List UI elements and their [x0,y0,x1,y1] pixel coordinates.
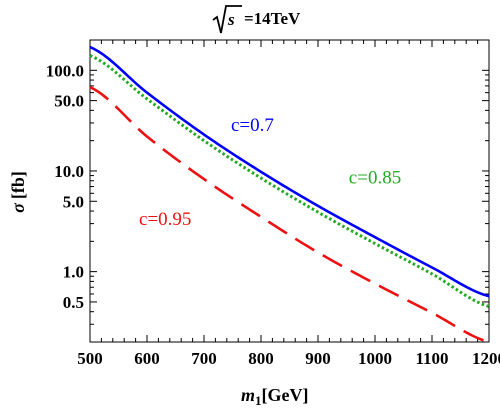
svg-text:σ[fb]: σ [fb] [8,171,28,213]
tick-marks [89,39,490,343]
title-suffix: =14TeV [244,9,301,28]
x-tick-label: 1100 [415,349,448,368]
y-tick-label: 50.0 [54,92,84,111]
svg-text:m1[GeV]: m1[GeV] [241,385,309,408]
y-tick-label: 0.5 [63,293,84,312]
series-labels: c=0.7 c=0.85 c=0.95 [139,115,401,230]
y-axis-label: σ [fb] [8,171,28,213]
y-tick-label: 1.0 [63,263,84,282]
x-tick-label: 900 [305,349,331,368]
series-label-2: c=0.85 [349,168,401,189]
x-tick-label: 500 [77,349,103,368]
series-lines [89,45,490,344]
series-label-3: c=0.95 [139,209,191,230]
x-tick-label: 700 [191,349,217,368]
series-line-1 [89,45,490,298]
y-tick-label: 5.0 [63,192,84,211]
series-label-1: c=0.7 [231,115,274,136]
x-axis-label-unit: [GeV] [262,385,309,405]
y-tick-label: 100.0 [46,61,84,80]
x-tick-label: 600 [134,349,160,368]
x-axis-label: m1[GeV] [241,385,309,408]
y-axis-label-unit: [fb] [8,171,28,199]
x-axis-label-main: m [241,385,255,405]
x-tick-label: 800 [248,349,274,368]
plot-area-border [89,39,490,343]
x-axis-label-subscript: 1 [255,393,262,408]
series-line-2 [89,54,490,308]
y-tick-label: 10.0 [54,162,84,181]
sqrt-symbol [212,5,242,34]
title-radicand: s [227,10,235,29]
plot-frame [89,39,490,343]
x-tick-label: 1000 [358,349,392,368]
series-line-3 [89,85,490,344]
y-axis-label-symbol: σ [8,202,28,213]
chart-title: s =14TeV [212,5,301,34]
y-axis-tick-labels: 0.5 1.0 5.0 10.0 50.0 100.0 [46,61,84,312]
